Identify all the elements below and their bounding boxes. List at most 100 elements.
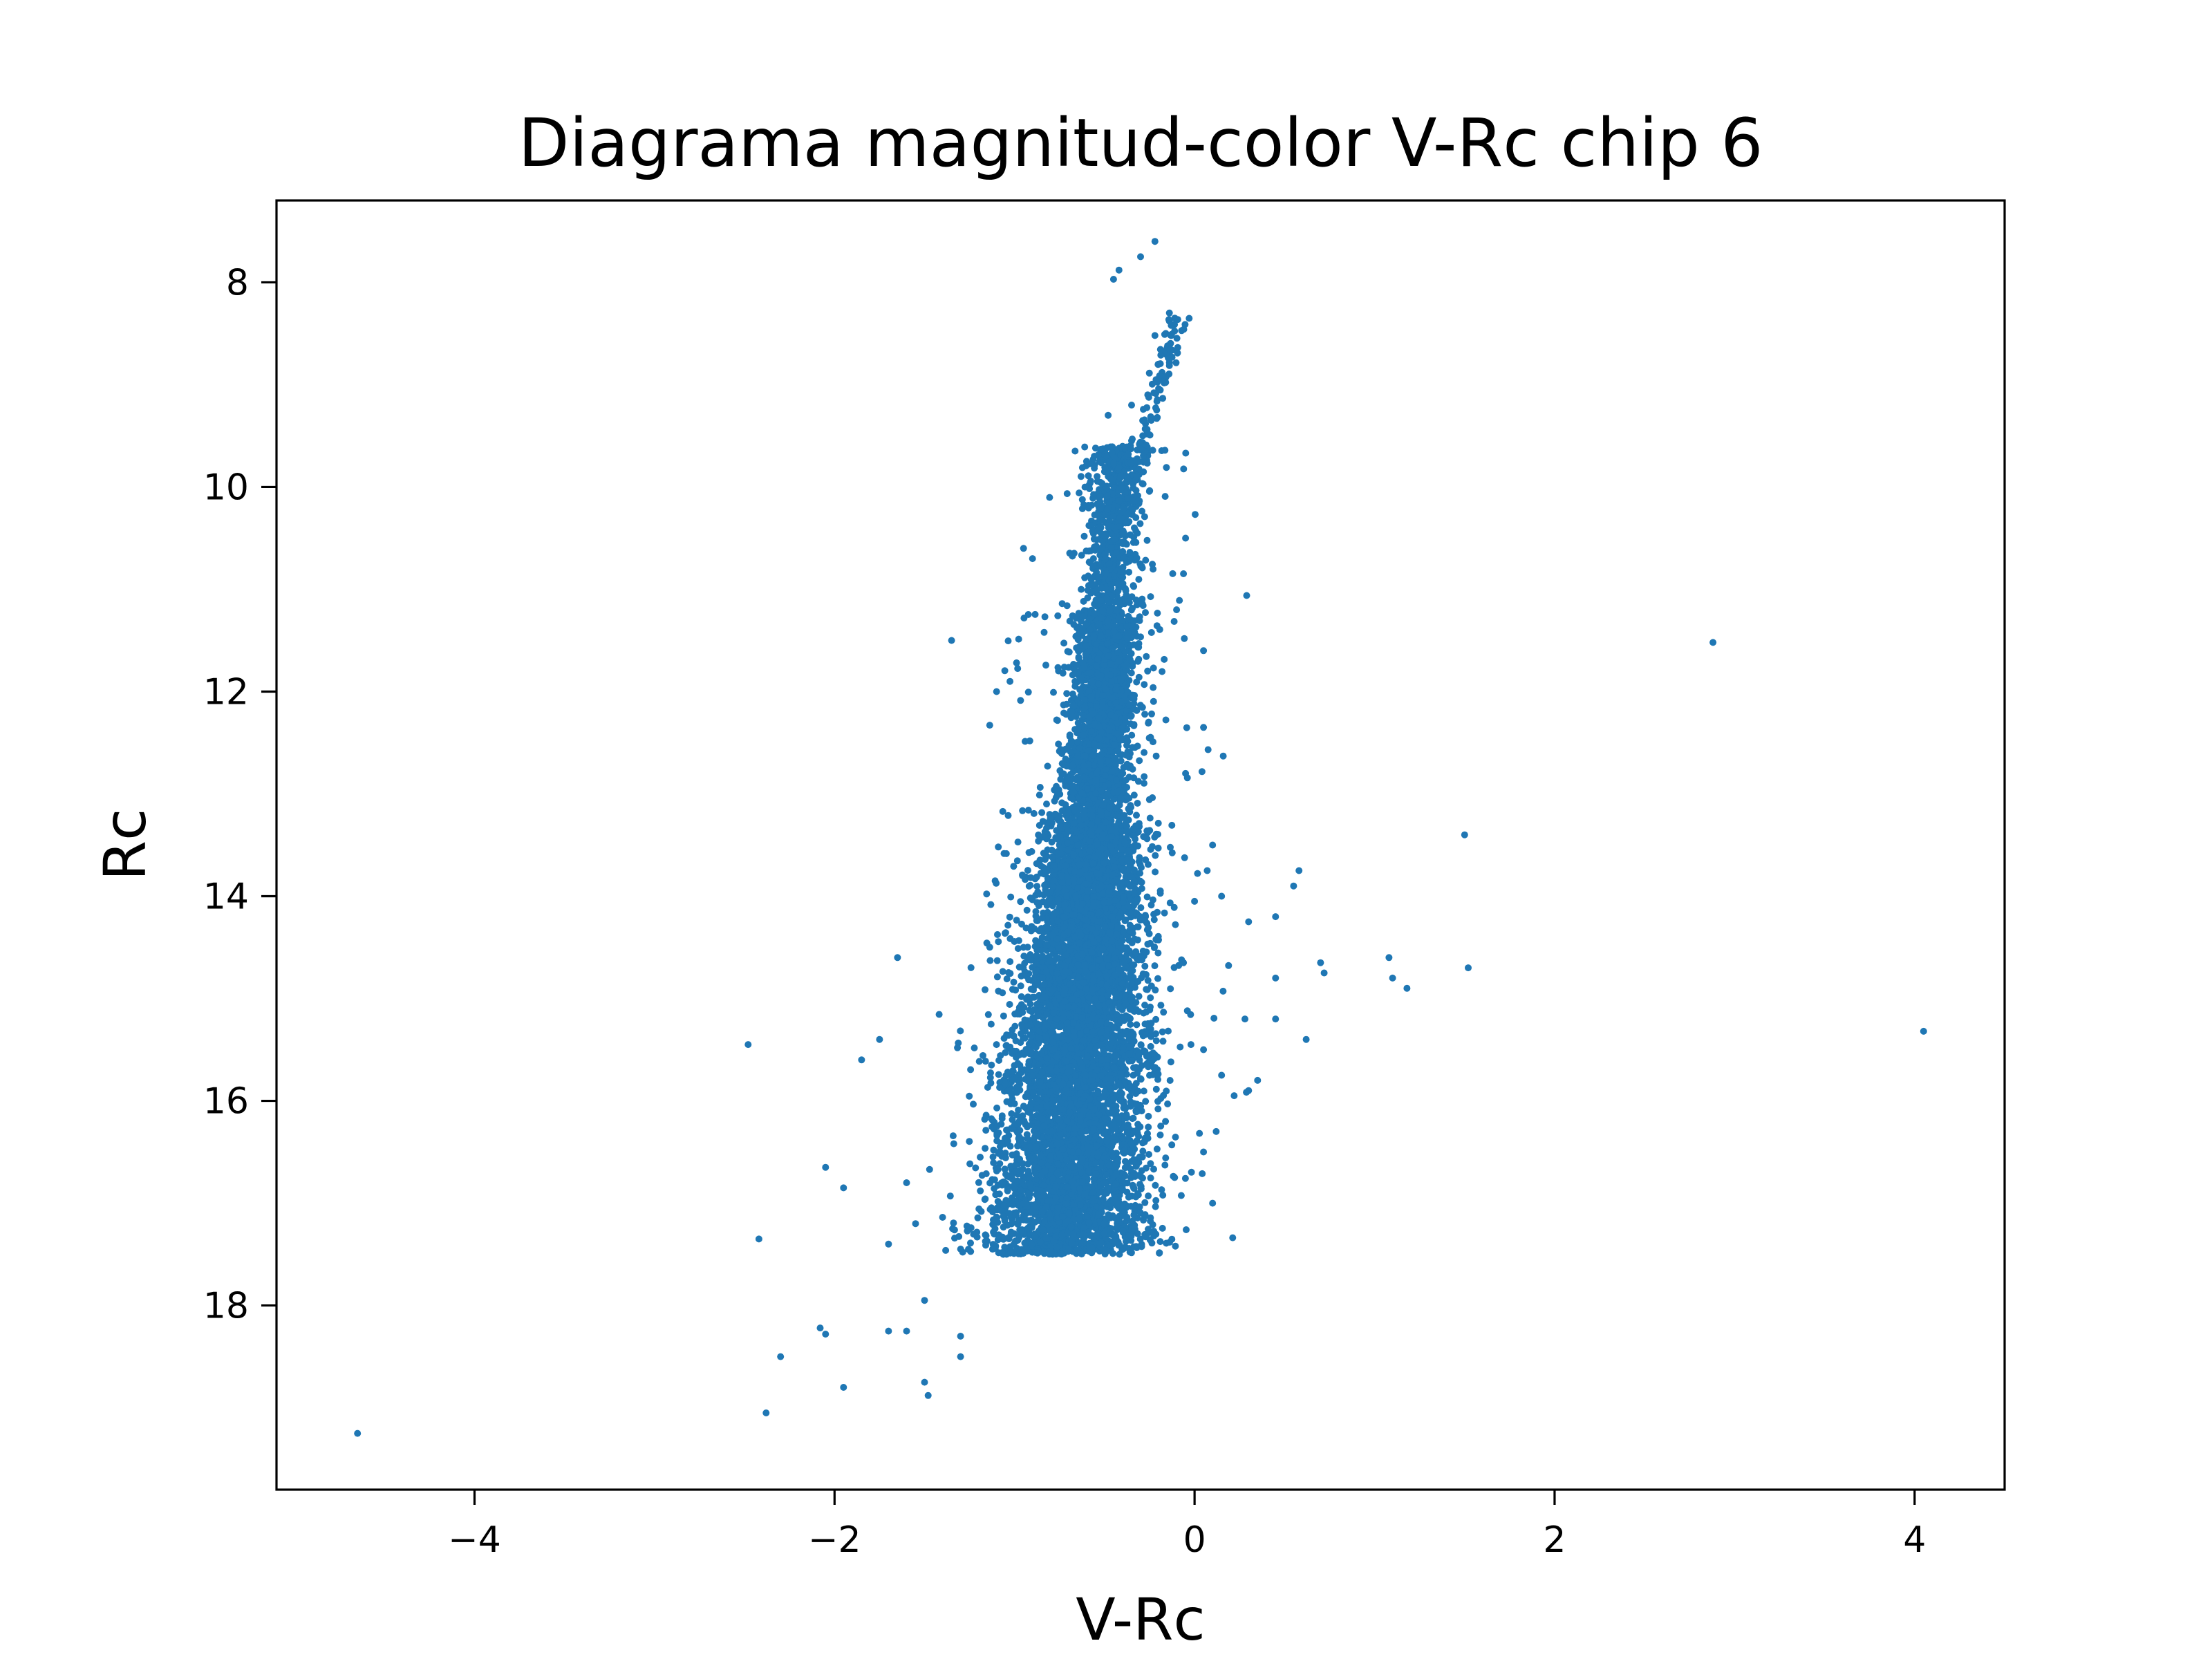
data-point [1144, 977, 1152, 984]
data-point [1145, 930, 1153, 937]
data-point [1133, 1021, 1141, 1029]
data-point [1020, 545, 1027, 552]
data-point [1254, 1076, 1262, 1084]
data-point [1078, 585, 1085, 593]
data-point [1181, 1174, 1189, 1182]
data-point [1136, 1075, 1144, 1082]
data-point [1100, 1154, 1108, 1161]
data-point [1136, 617, 1143, 624]
data-point [970, 1100, 977, 1108]
data-point [924, 1391, 932, 1399]
data-point [986, 722, 993, 729]
data-point [1182, 449, 1190, 457]
data-point [1006, 677, 1014, 685]
data-point [1017, 982, 1024, 990]
data-point [1162, 1118, 1170, 1125]
data-point [1302, 1035, 1310, 1043]
data-point [885, 1240, 892, 1248]
data-point [950, 1140, 957, 1147]
data-point [1135, 993, 1143, 1000]
data-point [1127, 1165, 1134, 1172]
data-point [822, 1163, 830, 1171]
data-point [977, 1154, 984, 1161]
data-point [1212, 1127, 1220, 1135]
data-point [1162, 716, 1170, 724]
data-point [1147, 845, 1154, 853]
data-point [1210, 1015, 1218, 1022]
data-point [967, 1248, 975, 1255]
data-point [1245, 918, 1253, 926]
data-point [1001, 667, 1009, 675]
data-point [1036, 784, 1044, 791]
data-point [1134, 778, 1142, 785]
data-point [1152, 852, 1159, 859]
data-point [1163, 464, 1170, 471]
data-point [1009, 1219, 1016, 1226]
data-point [1038, 809, 1046, 816]
data-point [1121, 1164, 1129, 1172]
data-point [1084, 594, 1091, 601]
data-point [1145, 1112, 1152, 1120]
data-point [1006, 958, 1014, 966]
data-point [1150, 684, 1157, 691]
data-point [1165, 309, 1173, 317]
data-point [1153, 1145, 1161, 1153]
data-point [1317, 959, 1324, 966]
data-point [1031, 875, 1039, 883]
data-point [950, 1219, 957, 1227]
data-point [1138, 864, 1145, 871]
data-point [1043, 825, 1050, 832]
data-point [1003, 975, 1011, 983]
data-point [1010, 863, 1018, 870]
data-point [1143, 893, 1151, 901]
data-point [1320, 969, 1328, 977]
data-point [1134, 1087, 1142, 1095]
data-point [1090, 535, 1098, 543]
data-point [1230, 1092, 1238, 1100]
data-point [1035, 837, 1042, 845]
data-point [1138, 507, 1145, 515]
data-point [1167, 843, 1174, 851]
data-point [816, 1324, 824, 1332]
data-point [1014, 945, 1022, 953]
data-point [967, 964, 975, 971]
data-point [1218, 892, 1226, 900]
data-point [1128, 402, 1135, 409]
data-point [999, 968, 1006, 975]
data-point [995, 843, 1002, 851]
data-point [1173, 606, 1181, 614]
data-point [1029, 555, 1036, 563]
data-point [903, 1327, 910, 1335]
data-point [1140, 1087, 1147, 1095]
data-point [1025, 976, 1033, 984]
data-point [1078, 1250, 1085, 1258]
data-point [993, 1130, 1001, 1138]
data-point [1200, 1148, 1208, 1156]
data-point [1225, 962, 1232, 969]
data-point [1159, 668, 1166, 675]
data-point [1033, 883, 1041, 890]
data-point [1008, 1125, 1015, 1132]
data-point [1041, 881, 1049, 889]
data-point [1054, 664, 1062, 671]
data-point [1164, 1100, 1172, 1107]
data-point [988, 1061, 995, 1069]
data-point [1200, 647, 1208, 655]
data-point [986, 957, 994, 964]
data-point [1151, 238, 1159, 245]
data-point [1125, 568, 1133, 576]
data-point [987, 901, 995, 908]
data-point [1147, 593, 1154, 601]
data-point [1461, 831, 1468, 838]
data-point [840, 1184, 847, 1192]
data-point [1168, 849, 1176, 856]
data-point [1081, 443, 1089, 451]
data-point [1013, 659, 1020, 666]
data-point [1156, 887, 1164, 894]
data-point [1181, 635, 1188, 642]
data-point [1018, 993, 1025, 1000]
data-point [1150, 664, 1157, 672]
data-point [1132, 1163, 1140, 1170]
data-point [1138, 704, 1146, 711]
